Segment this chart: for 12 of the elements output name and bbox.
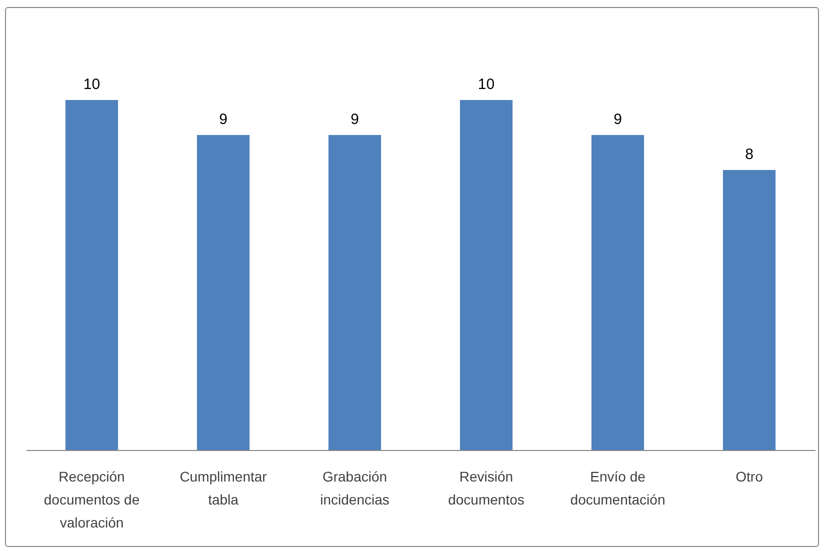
data-label: 9 — [219, 111, 228, 128]
data-label: 10 — [478, 76, 495, 93]
x-tick-label: Revisión documentos — [448, 468, 524, 508]
data-label: 10 — [83, 76, 100, 93]
x-tick-label: Cumplimentar tabla — [180, 468, 268, 508]
data-label: 9 — [350, 111, 359, 128]
x-tick-label: Grabación incidencias — [320, 468, 390, 508]
x-tick-label: Envío de documentación — [570, 468, 666, 508]
data-label: 9 — [614, 111, 622, 128]
x-tick-label: Recepción documentos de valoración — [44, 468, 140, 530]
x-tick-label: Otro — [736, 468, 764, 484]
data-label: 8 — [745, 146, 754, 163]
